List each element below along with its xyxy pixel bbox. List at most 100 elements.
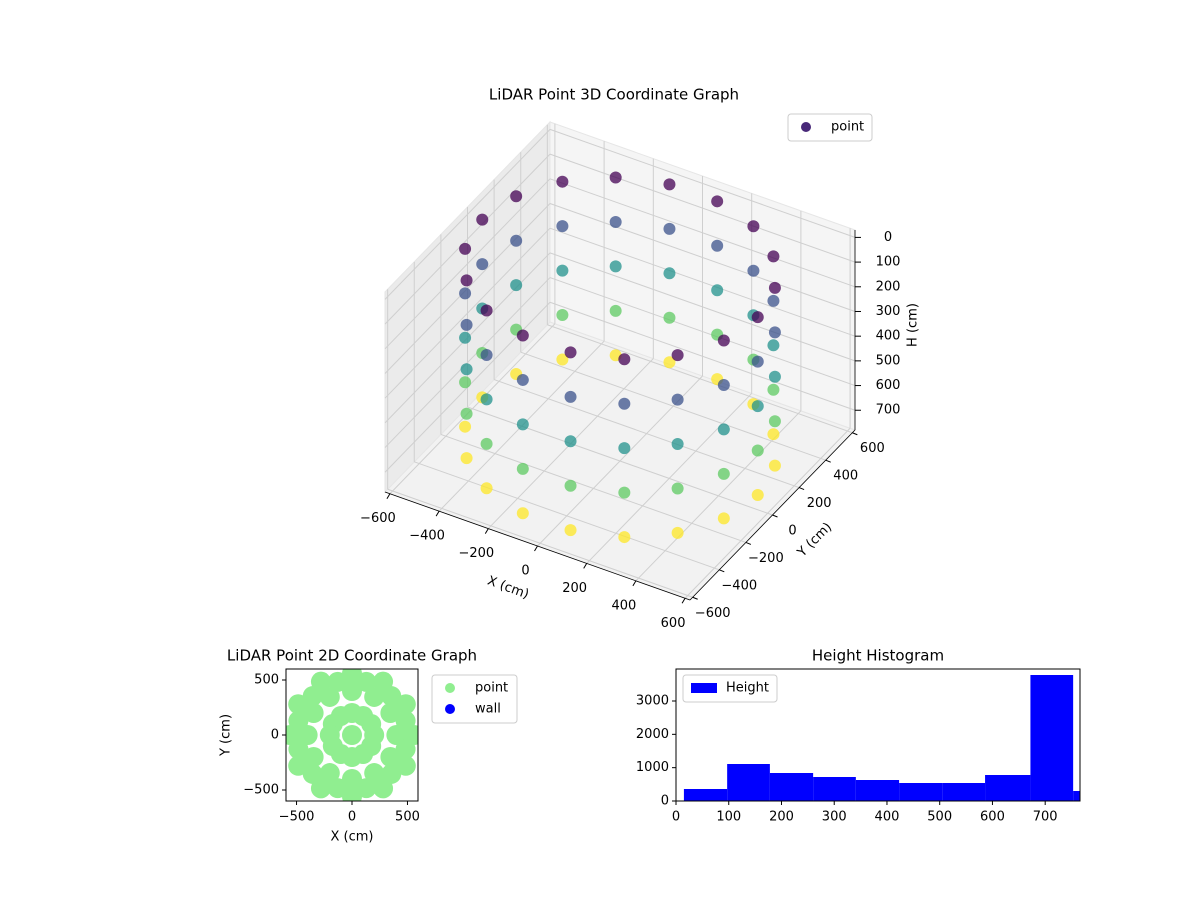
y-tick-label: 2000	[636, 727, 669, 742]
y-tick-label: −200	[748, 551, 784, 566]
point	[751, 488, 764, 501]
point	[717, 423, 730, 436]
z-tick-label: 100	[876, 255, 901, 270]
point	[380, 703, 401, 723]
point	[319, 686, 340, 707]
x-tick-label: 0	[672, 810, 680, 825]
point	[767, 250, 780, 263]
chart-title: LiDAR Point 3D Coordinate Graph	[489, 86, 739, 104]
point	[476, 258, 489, 271]
point	[768, 459, 781, 472]
point	[747, 220, 760, 233]
y-tick	[719, 569, 725, 573]
x-tick-label: −400	[409, 529, 445, 544]
point	[516, 373, 529, 386]
point	[480, 304, 493, 317]
point	[564, 479, 577, 492]
grid-line	[549, 277, 856, 387]
point	[671, 393, 684, 406]
plot-area	[683, 675, 1080, 801]
z-tick-label: 700	[876, 403, 901, 418]
grid-line	[384, 129, 551, 300]
y-tick-label: −500	[243, 783, 279, 798]
grid-line	[549, 178, 856, 288]
grid-line	[414, 461, 720, 571]
point	[751, 444, 764, 457]
point	[751, 355, 764, 368]
point	[395, 739, 416, 760]
point	[768, 415, 781, 428]
point	[386, 725, 407, 745]
point	[459, 420, 472, 433]
y-tick	[852, 432, 858, 436]
x-tick-label: −600	[360, 511, 396, 526]
grid-line	[549, 203, 856, 312]
x-tick-label: 600	[661, 616, 686, 631]
grid-line	[549, 252, 856, 362]
point	[711, 239, 724, 252]
y-tick	[825, 459, 831, 463]
z-tick-label: 600	[876, 378, 901, 393]
x-tick-label: 700	[1033, 810, 1058, 825]
grid-line	[520, 351, 826, 461]
point	[510, 234, 523, 247]
point	[556, 220, 569, 233]
point	[459, 331, 472, 344]
y-tick	[692, 596, 698, 600]
x-tick-label: 500	[927, 810, 952, 825]
y-tick-label: −400	[721, 578, 757, 593]
x-tick-label: 600	[980, 810, 1005, 825]
y-axis-label: Y (cm)	[794, 520, 835, 561]
legend-label: wall	[475, 702, 501, 717]
y-tick-label: 1000	[636, 760, 669, 775]
bar	[1073, 791, 1080, 801]
axes-frame	[675, 668, 1081, 802]
point	[460, 407, 473, 420]
point	[767, 428, 780, 441]
x-tick-label: 500	[395, 810, 420, 825]
z-tick-label: 500	[876, 353, 901, 368]
point	[564, 390, 577, 403]
point	[516, 329, 529, 342]
bar	[1030, 675, 1074, 801]
point	[361, 736, 382, 756]
point	[671, 349, 684, 362]
point	[395, 755, 416, 776]
z-tick-label: 0	[884, 230, 892, 245]
point	[288, 755, 309, 776]
point	[717, 334, 730, 347]
x-tick-label: 200	[769, 810, 794, 825]
y-tick	[745, 541, 752, 545]
point	[751, 400, 764, 413]
point	[395, 694, 416, 715]
point	[342, 681, 362, 701]
x-tick	[484, 528, 489, 534]
point	[342, 725, 362, 745]
y-tick-label: 400	[833, 469, 858, 484]
point	[364, 686, 385, 707]
axis-line	[384, 491, 691, 601]
point	[459, 242, 472, 255]
point	[618, 486, 631, 499]
x-tick-label: 0	[521, 564, 529, 579]
chart-title: Height Histogram	[812, 647, 944, 665]
point	[480, 393, 493, 406]
point	[711, 284, 724, 297]
grid-line	[549, 128, 856, 238]
y-tick-label: 500	[254, 673, 279, 688]
legend-marker	[445, 683, 455, 693]
bar	[899, 783, 943, 801]
point	[459, 376, 472, 389]
point	[663, 222, 676, 235]
x-tick	[386, 493, 391, 499]
point	[510, 190, 523, 203]
point	[751, 311, 764, 324]
bar	[683, 789, 728, 801]
x-tick-label: 100	[716, 810, 741, 825]
point	[395, 710, 416, 731]
y-tick-label: 0	[788, 524, 796, 539]
x-tick-label: −500	[279, 810, 315, 825]
y-tick-label: −600	[695, 606, 731, 621]
legend-label: point	[831, 120, 864, 135]
point	[302, 763, 323, 784]
